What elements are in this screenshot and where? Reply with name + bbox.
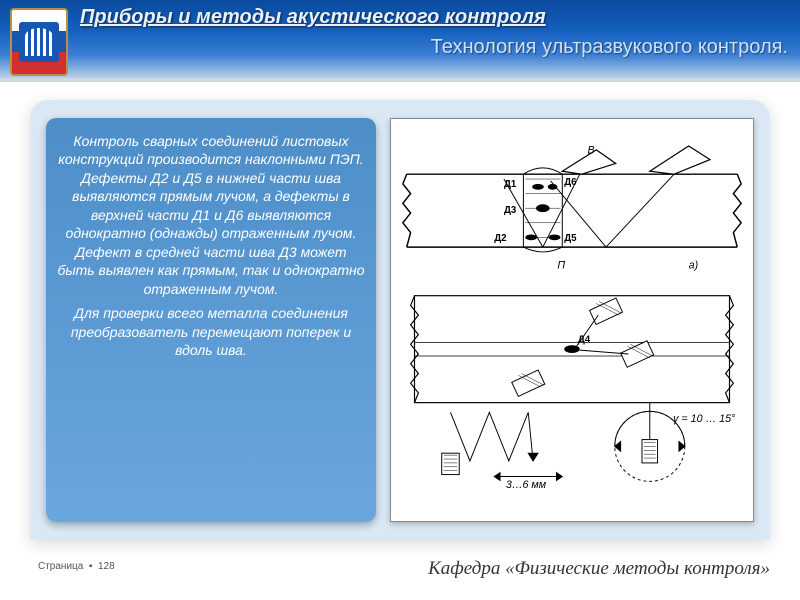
label-probe-b: В: [588, 145, 595, 157]
institution-logo: [10, 8, 68, 76]
header: Приборы и методы акустического контроля …: [0, 0, 800, 82]
description-panel: Контроль сварных соединений листовых кон…: [46, 118, 376, 522]
label-gamma: γ = 10 … 15°: [673, 413, 736, 425]
page-number: Страница ▪ 128: [38, 561, 115, 572]
label-d2: Д2: [494, 233, 507, 244]
description-paragraph-1: Контроль сварных соединений листовых кон…: [56, 132, 366, 298]
page-subtitle: Технология ультразвукового контроля.: [431, 36, 788, 59]
content-card: Контроль сварных соединений листовых кон…: [30, 100, 770, 540]
label-d3: Д3: [504, 205, 517, 216]
label-d6: Д6: [564, 177, 577, 188]
label-probe-p: П: [557, 259, 565, 271]
technical-figure: Д1 Д6 Д3 Д2 Д5 В П a) Д4: [390, 118, 754, 522]
page-num: 128: [98, 561, 115, 572]
subfigure-a-label: a): [689, 259, 699, 271]
label-d5: Д5: [564, 233, 577, 244]
figure-svg: Д1 Д6 Д3 Д2 Д5 В П a) Д4: [397, 125, 747, 515]
page-prefix: Страница: [38, 561, 83, 572]
logo-emblem: [19, 22, 59, 62]
subfigure-b: Д4: [411, 296, 736, 492]
department-label: Кафедра «Физические методы контроля»: [428, 558, 770, 580]
description-paragraph-2: Для проверки всего металла соединения пр…: [56, 304, 366, 359]
label-d1: Д1: [504, 179, 517, 190]
label-thickness: 3…6 мм: [506, 479, 547, 491]
subfigure-a: Д1 Д6 Д3 Д2 Д5 В П a): [403, 145, 741, 272]
page-title: Приборы и методы акустического контроля: [80, 6, 546, 29]
